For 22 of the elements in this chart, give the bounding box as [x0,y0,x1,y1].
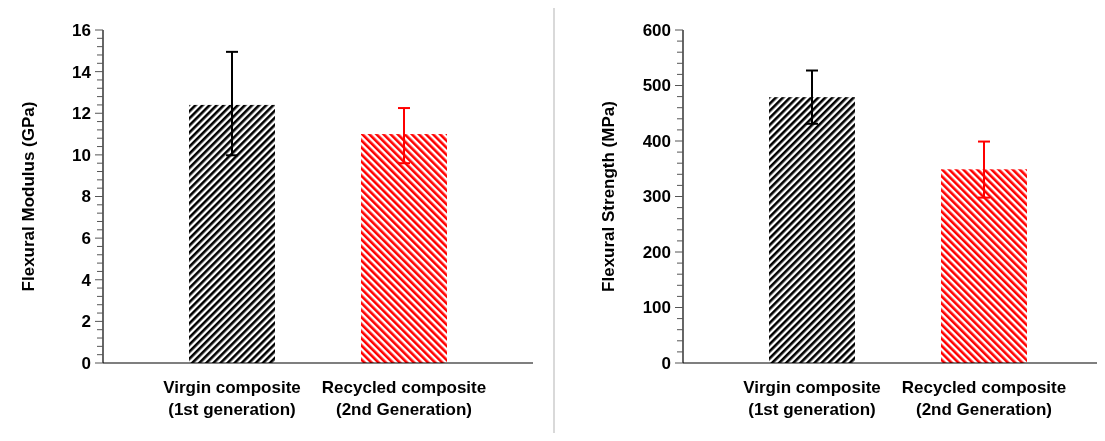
x-tick-label: Recycled composite (2nd Generation) [321,378,487,419]
y-tick-label: 200 [642,242,671,262]
x-tick-label: Virgin composite (1st generation) [163,378,301,419]
y-tick-label: 14 [72,62,92,82]
x-tick-label: Virgin composite (1st generation) [743,378,881,419]
y-tick-label: 300 [642,187,671,207]
x-tick-label: Recycled composite (2nd Generation) [901,378,1067,419]
y-tick-label: 0 [81,353,91,373]
y-axis-title: Flexural Strength (MPa) [599,101,618,292]
y-tick-label: 6 [81,229,91,249]
y-tick-label: 12 [72,104,91,124]
y-tick-label: 8 [81,187,91,207]
y-axis-title: Flexural Modulus (GPa) [19,101,38,292]
y-tick-label: 0 [661,353,671,373]
y-tick-label: 2 [81,312,91,332]
y-tick-label: 4 [81,270,92,290]
y-tick-label: 600 [642,20,671,40]
y-tick-label: 100 [642,298,671,318]
y-tick-label: 500 [642,76,671,96]
y-tick-label: 10 [72,145,91,165]
y-tick-label: 400 [642,131,671,151]
y-tick-label: 16 [72,20,91,40]
